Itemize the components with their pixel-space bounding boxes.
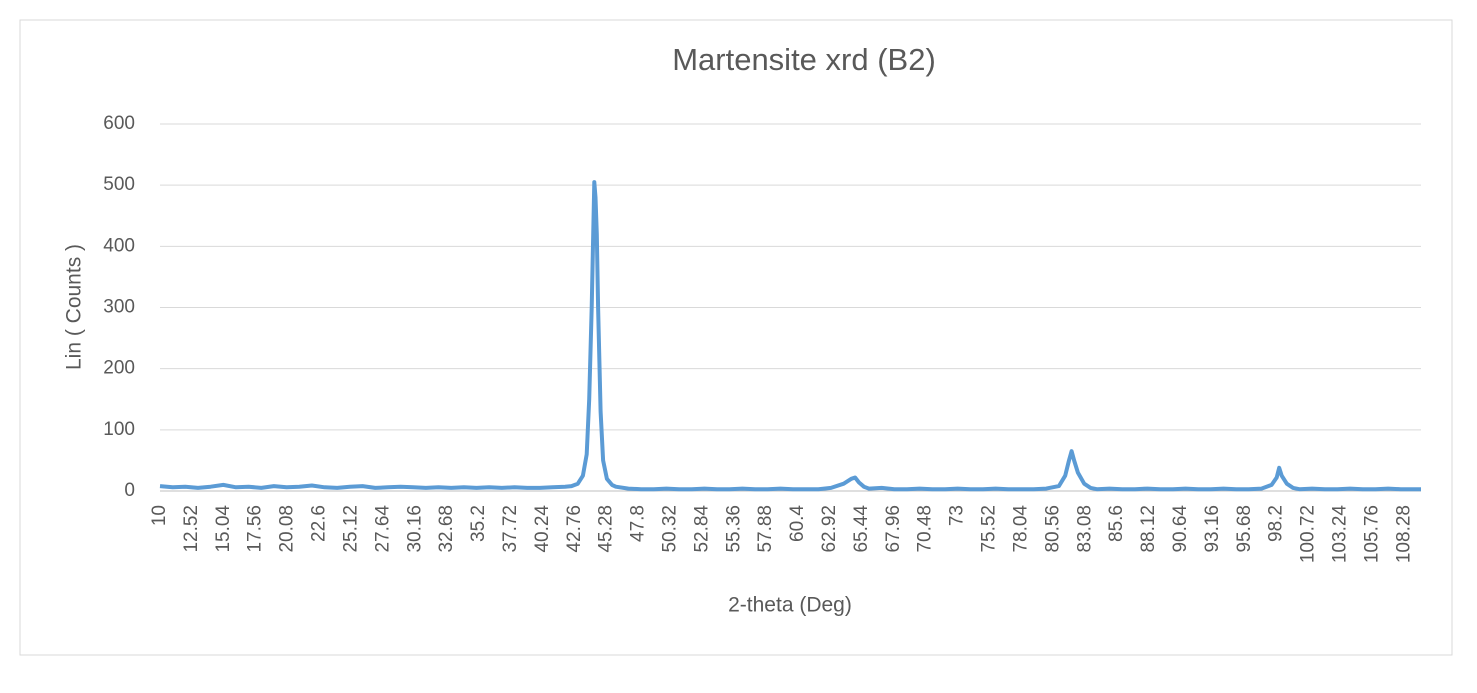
x-tick-label: 27.64 [372,505,393,553]
x-tick-label: 75.52 [979,505,1000,553]
x-tick-label: 22.6 [309,505,330,542]
x-tick-label: 40.24 [532,505,553,553]
x-tick-label: 17.56 [245,505,266,553]
data-line [159,180,1421,492]
x-tick-label: 105.76 [1361,505,1382,563]
x-tick-label: 52.84 [691,505,712,553]
y-tick-label: 600 [103,113,135,134]
y-tick-label: 200 [103,358,135,379]
x-tick-label: 47.8 [628,505,649,542]
x-tick-label: 57.88 [755,505,776,553]
x-tick-label: 100.72 [1298,505,1319,563]
x-tick-label: 108.28 [1393,505,1414,563]
x-tick-label: 98.2 [1266,505,1287,542]
y-tick-label: 0 [124,480,135,501]
x-tick-label: 55.36 [723,505,744,553]
x-tick-label: 37.72 [500,505,521,553]
x-tick-label: 62.92 [819,505,840,553]
x-tick-label: 35.2 [468,505,489,542]
x-tick-label: 42.76 [564,505,585,553]
chart-title: Martensite xrd (B2) [672,42,936,77]
y-tick-label: 100 [103,419,135,440]
x-tick-label: 90.64 [1170,505,1191,553]
x-tick-label: 50.32 [659,505,680,553]
x-tick-label: 85.6 [1106,505,1127,542]
x-tick-label: 83.08 [1074,505,1095,553]
y-axis-title: Lin ( Counts ) [63,244,86,370]
y-tick-label: 400 [103,235,135,256]
x-tick-label: 25.12 [340,505,361,553]
x-tick-label: 30.16 [404,505,425,553]
y-tick-label: 500 [103,174,135,195]
x-tick-label: 73 [947,505,968,526]
x-tick-label: 70.48 [915,505,936,553]
x-tick-label: 65.44 [851,505,872,553]
x-tick-label: 20.08 [277,505,298,553]
x-tick-label: 95.68 [1234,505,1255,553]
x-tick-label: 78.04 [1010,505,1031,553]
x-axis-title: 2-theta (Deg) [728,594,852,617]
x-tick-label: 60.4 [787,505,808,542]
x-tick-label: 88.12 [1138,505,1159,553]
x-tick-label: 32.68 [436,505,457,553]
x-tick-label: 93.16 [1202,505,1223,553]
x-tick-label: 10 [149,505,170,526]
x-tick-label: 67.96 [883,505,904,553]
y-tick-label: 300 [103,297,135,318]
x-tick-label: 15.04 [213,505,234,553]
x-tick-label: 80.56 [1042,505,1063,553]
chart-border [19,19,1453,656]
x-tick-label: 103.24 [1329,505,1350,564]
x-tick-label: 45.28 [596,505,617,553]
x-tick-label: 12.52 [181,505,202,553]
